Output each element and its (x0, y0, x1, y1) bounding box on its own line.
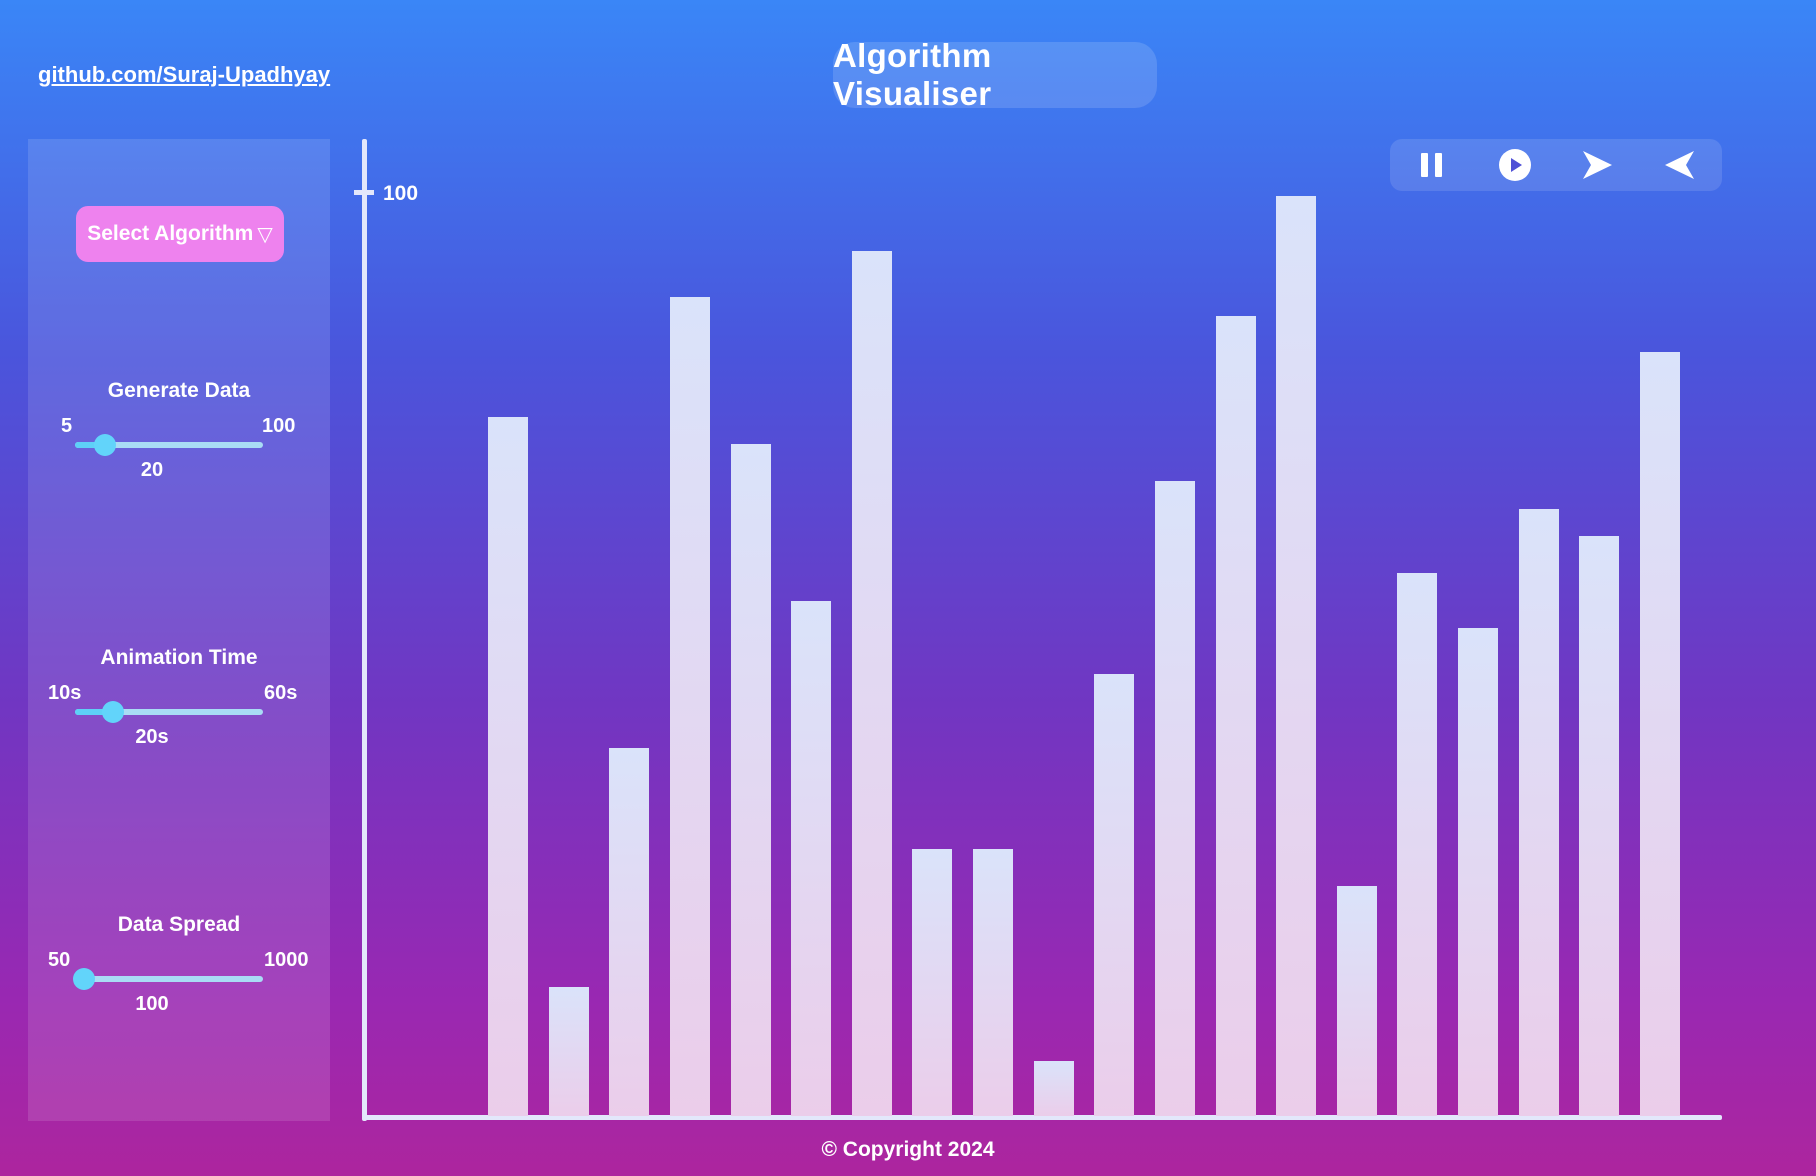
y-axis-tick (354, 190, 374, 195)
chart-bar (1579, 536, 1620, 1116)
generate-data-slider-fill (75, 442, 106, 448)
generate-data-slider[interactable] (75, 442, 263, 448)
generate-data-value: 20 (140, 459, 164, 481)
github-link[interactable]: github.com/Suraj-Upadhyay (38, 62, 331, 87)
chart-bar (1094, 674, 1135, 1116)
playback-controls (1390, 139, 1722, 191)
step-forward-button[interactable] (1575, 143, 1619, 187)
y-axis-tick-label: 100 (383, 182, 419, 205)
animation-time-slider-group: Animation Time 10s 60s 20s (28, 646, 330, 756)
play-circle-icon (1499, 149, 1531, 181)
animation-time-label: Animation Time (100, 646, 258, 669)
chart-bar (1397, 573, 1438, 1116)
step-back-icon (1665, 151, 1694, 179)
generate-data-max: 100 (262, 415, 296, 437)
data-spread-max: 1000 (264, 949, 309, 971)
data-spread-slider[interactable] (75, 976, 263, 982)
animation-time-slider[interactable] (75, 709, 263, 715)
page-title-text: Algorithm Visualiser (833, 37, 992, 112)
select-algorithm-button[interactable]: Select Algorithm ▽ (76, 206, 284, 262)
chart-bar (488, 416, 528, 1116)
chart-bar (791, 600, 832, 1116)
select-algorithm-label: Select Algorithm (87, 222, 254, 245)
chart-bar (669, 297, 710, 1116)
play-button[interactable] (1493, 143, 1537, 187)
animation-time-value: 20s (135, 726, 169, 748)
generate-data-slider-thumb[interactable] (94, 434, 117, 456)
y-axis (362, 139, 367, 1121)
animation-time-slider-fill (75, 709, 113, 715)
chart-bar (1336, 886, 1377, 1116)
animation-time-slider-thumb[interactable] (101, 701, 124, 723)
chart-bar (1640, 352, 1680, 1116)
step-back-button[interactable] (1658, 143, 1702, 187)
animation-time-min: 10s (48, 682, 82, 704)
chart-bar (1033, 1060, 1074, 1116)
chart-bar (548, 987, 589, 1116)
generate-data-min: 5 (61, 415, 73, 437)
generate-data-slider-group: Generate Data 5 100 20 (28, 379, 330, 489)
x-axis (362, 1115, 1722, 1120)
copyright-footer: © Copyright 2024 (821, 1138, 995, 1161)
data-spread-value: 100 (135, 993, 169, 1015)
chart-bar (730, 444, 771, 1116)
sidebar-panel: Select Algorithm ▽ Generate Data 5 100 2… (28, 139, 330, 1121)
chart-bar (851, 251, 892, 1116)
data-spread-label: Data Spread (117, 913, 241, 936)
chart-bar (1458, 628, 1499, 1116)
chart-bar (912, 849, 953, 1116)
animation-time-max: 60s (264, 682, 298, 704)
chart-bar (1276, 196, 1317, 1116)
chart-bar (973, 849, 1014, 1116)
data-spread-slider-thumb[interactable] (73, 968, 96, 990)
pause-button[interactable] (1410, 143, 1454, 187)
pause-icon (1421, 153, 1442, 177)
chart-bar (1215, 315, 1256, 1116)
chart-bar (609, 748, 650, 1116)
data-spread-slider-group: Data Spread 50 1000 100 (28, 913, 330, 1023)
chart-bar (1154, 481, 1195, 1116)
page-title: Algorithm Visualiser (833, 37, 1157, 112)
step-forward-icon (1583, 151, 1612, 179)
dropdown-triangle-icon: ▽ (257, 223, 273, 246)
data-spread-min: 50 (48, 949, 71, 971)
generate-data-label: Generate Data (107, 379, 251, 402)
chart-bar (1518, 508, 1559, 1116)
